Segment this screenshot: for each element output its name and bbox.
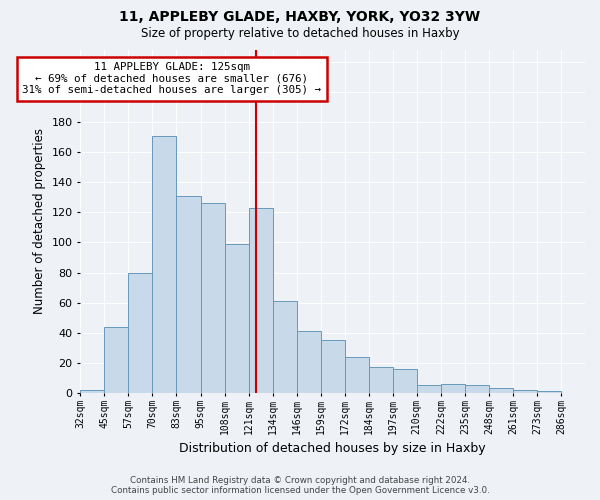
X-axis label: Distribution of detached houses by size in Haxby: Distribution of detached houses by size …	[179, 442, 486, 455]
Bar	[176, 196, 200, 393]
Bar	[417, 386, 441, 393]
Bar	[104, 326, 128, 393]
Bar	[344, 357, 369, 393]
Bar	[296, 331, 320, 393]
Bar	[393, 369, 417, 393]
Bar	[513, 390, 537, 393]
Bar	[369, 368, 393, 393]
Text: 11 APPLEBY GLADE: 125sqm
← 69% of detached houses are smaller (676)
31% of semi-: 11 APPLEBY GLADE: 125sqm ← 69% of detach…	[22, 62, 321, 95]
Bar	[465, 386, 489, 393]
Text: Size of property relative to detached houses in Haxby: Size of property relative to detached ho…	[140, 28, 460, 40]
Bar	[248, 208, 272, 393]
Bar	[152, 136, 176, 393]
Text: 11, APPLEBY GLADE, HAXBY, YORK, YO32 3YW: 11, APPLEBY GLADE, HAXBY, YORK, YO32 3YW	[119, 10, 481, 24]
Bar	[200, 204, 224, 393]
Bar	[80, 390, 104, 393]
Bar	[224, 244, 248, 393]
Bar	[489, 388, 513, 393]
Bar	[128, 272, 152, 393]
Bar	[537, 392, 561, 393]
Bar	[441, 384, 465, 393]
Text: Contains HM Land Registry data © Crown copyright and database right 2024.
Contai: Contains HM Land Registry data © Crown c…	[110, 476, 490, 495]
Bar	[272, 301, 296, 393]
Bar	[320, 340, 344, 393]
Y-axis label: Number of detached properties: Number of detached properties	[33, 128, 46, 314]
